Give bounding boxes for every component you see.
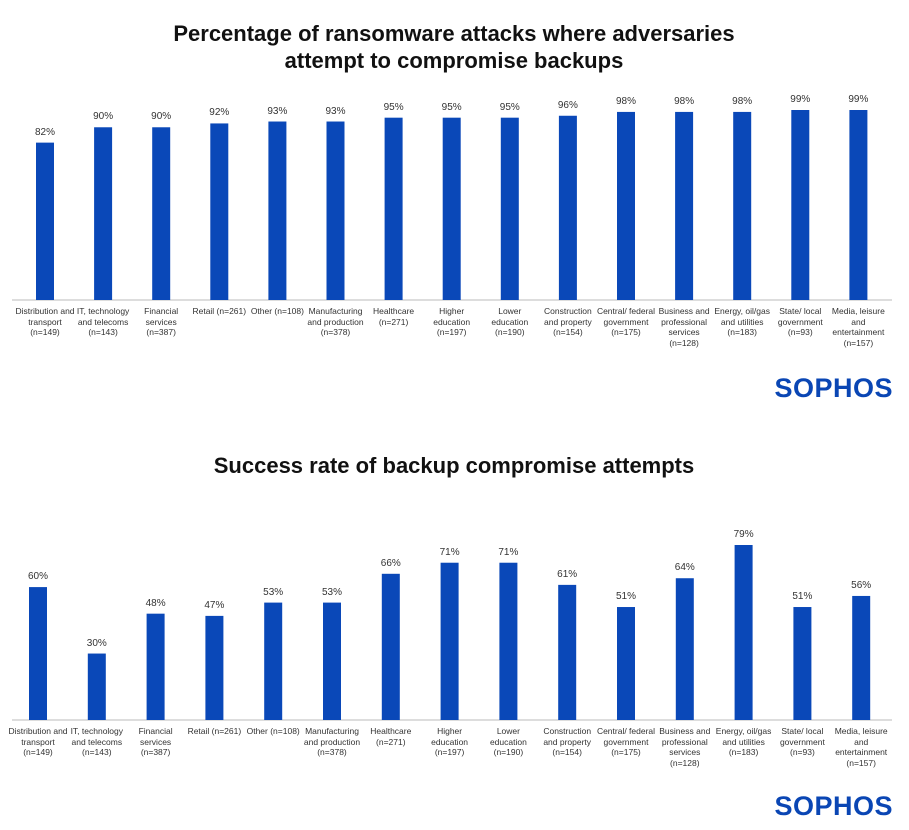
bar <box>440 562 459 720</box>
x-tick-label: Construction and property (n=154) <box>543 726 592 757</box>
data-label: 60% <box>27 571 48 583</box>
x-tick-label: Lower education (n=190) <box>489 726 527 757</box>
x-tick-label: Construction and property (n=154) <box>544 306 592 337</box>
bar <box>146 613 165 720</box>
bar <box>617 111 635 300</box>
x-tick-label: Energy, oil/gas and utilities (n=183) <box>714 306 770 337</box>
x-tick-label: State/ local government (n=93) <box>777 306 823 337</box>
data-label: 93% <box>267 105 288 117</box>
bar <box>675 111 694 300</box>
bar <box>500 117 519 301</box>
bar <box>381 573 400 720</box>
x-tick-label: Healthcare (n=271) <box>373 306 415 327</box>
bar <box>323 602 341 720</box>
x-tick-label: Manufacturing and production (n=378) <box>303 726 361 757</box>
bar <box>94 127 113 300</box>
bar <box>152 127 171 300</box>
x-tick-label: IT, technology and telecoms (n=143) <box>70 726 124 757</box>
bar <box>384 117 403 301</box>
data-label: 95% <box>499 101 520 113</box>
data-label: 61% <box>557 568 578 580</box>
bar <box>558 115 577 301</box>
data-label: 79% <box>733 529 754 540</box>
bar <box>617 607 635 720</box>
data-label: 53% <box>263 586 284 598</box>
bar <box>205 615 224 720</box>
bar <box>442 117 461 301</box>
x-tick-label: Central/ federal government (n=175) <box>596 726 656 757</box>
x-tick-label: Media, leisure and entertainment (n=157) <box>831 306 885 348</box>
bar <box>849 110 868 300</box>
data-label: 99% <box>790 94 811 105</box>
data-label: 98% <box>732 95 753 107</box>
data-label: 96% <box>557 99 578 111</box>
logo: SOPHOS <box>774 373 893 403</box>
x-tick-label: Other (n=108) <box>246 726 300 736</box>
data-label: 90% <box>93 111 114 123</box>
bar <box>675 578 694 720</box>
bar <box>326 121 345 300</box>
data-label: 71% <box>498 546 519 558</box>
bar <box>558 584 577 720</box>
bar <box>268 121 287 300</box>
x-tick-label: Lower education (n=190) <box>491 306 529 337</box>
bar <box>36 142 54 300</box>
data-label: 51% <box>792 591 813 603</box>
data-label: 51% <box>615 591 636 603</box>
bar <box>793 607 812 720</box>
data-label: 71% <box>439 546 460 558</box>
data-label: 98% <box>615 95 636 107</box>
data-label: 47% <box>204 599 225 611</box>
x-tick-label: Business and professional services (n=12… <box>658 306 710 348</box>
x-tick-label: State/ local government (n=93) <box>779 726 825 757</box>
x-tick-label: Healthcare (n=271) <box>370 726 412 747</box>
data-label: 53% <box>321 586 342 598</box>
data-label: 99% <box>848 94 869 105</box>
bar <box>852 595 871 720</box>
x-tick-label: Distribution and transport (n=149) <box>15 306 75 337</box>
x-tick-label: Other (n=108) <box>250 306 304 316</box>
x-tick-label: Retail (n=261) <box>192 306 247 316</box>
x-tick-label: Higher education (n=197) <box>431 726 469 757</box>
bar <box>210 123 229 300</box>
data-label: 90% <box>151 111 172 123</box>
logo: SOPHOS <box>774 791 893 821</box>
x-tick-label: Energy, oil/gas and utilities (n=183) <box>715 726 772 757</box>
data-label: 30% <box>86 637 107 649</box>
bar <box>264 602 283 720</box>
bar <box>29 587 47 720</box>
bar <box>733 111 752 300</box>
x-tick-label: Central/ federal government (n=175) <box>596 306 656 337</box>
chart-title: Percentage of ransomware attacks where a… <box>173 21 735 73</box>
x-tick-label: Business and professional services (n=12… <box>659 726 711 768</box>
x-tick-label: IT, technology and telecoms (n=143) <box>76 306 130 337</box>
bar <box>791 110 810 300</box>
bar <box>499 562 518 720</box>
bar <box>734 545 753 720</box>
x-tick-label: Manufacturing and production (n=378) <box>307 306 364 337</box>
data-label: 92% <box>209 107 230 119</box>
x-tick-label: Retail (n=261) <box>187 726 242 736</box>
data-label: 66% <box>380 557 401 569</box>
data-label: 64% <box>674 562 695 574</box>
data-label: 93% <box>325 105 346 117</box>
data-label: 48% <box>145 597 166 609</box>
x-tick-label: Higher education (n=197) <box>433 306 471 337</box>
data-label: 82% <box>34 126 55 138</box>
data-label: 95% <box>441 101 462 113</box>
x-tick-label: Media, leisure and entertainment (n=157) <box>834 726 888 768</box>
x-tick-label: Financial services (n=387) <box>144 306 179 337</box>
data-label: 95% <box>383 101 404 113</box>
data-label: 98% <box>674 95 695 107</box>
bar <box>87 653 106 720</box>
x-tick-label: Distribution and transport (n=149) <box>8 726 68 757</box>
chart-title: Success rate of backup compromise attemp… <box>213 453 695 478</box>
x-tick-label: Financial services (n=387) <box>138 726 173 757</box>
data-label: 56% <box>851 579 872 591</box>
